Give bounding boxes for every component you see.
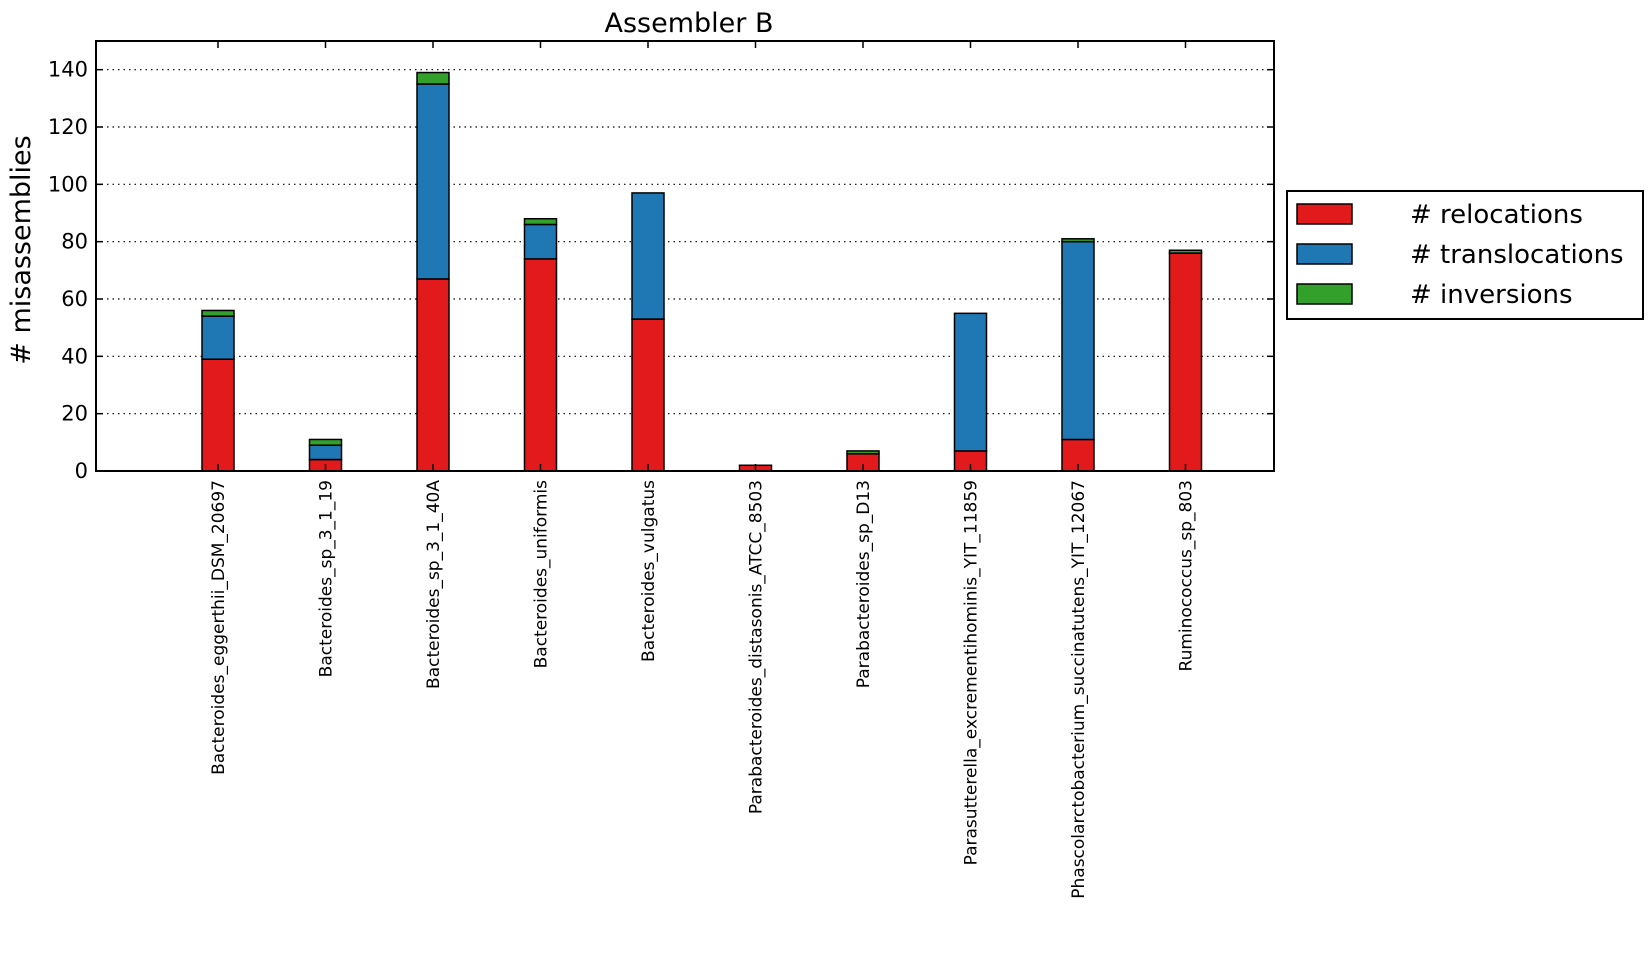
bar-segment	[523, 223, 558, 260]
x-tick-label: Phascolarctobacterium_succinatutens_YIT_…	[1069, 480, 1089, 899]
legend-label: # inversions	[1410, 280, 1573, 310]
bar-segment	[523, 217, 558, 226]
bar-segment	[308, 438, 343, 446]
bar-segment	[1061, 238, 1095, 243]
y-tick-label: 120	[48, 115, 88, 139]
bar-segment	[308, 444, 343, 461]
legend: # relocations # translocations # inversion…	[1286, 190, 1644, 320]
legend-swatch	[1296, 243, 1353, 265]
bars-group	[201, 71, 1203, 472]
legend-swatch	[1296, 283, 1353, 305]
legend-label: # translocations	[1410, 240, 1624, 270]
y-axis-ticks: 0 20 40 60 80 100 120 140	[48, 58, 1274, 483]
bar-segment	[1168, 252, 1203, 472]
bar-segment	[631, 192, 665, 320]
x-tick-label: Bacteroides_uniformis	[532, 480, 552, 669]
y-tick-label: 100	[48, 172, 88, 196]
bar-segment	[1061, 240, 1095, 441]
y-tick-label: 40	[61, 344, 88, 368]
bar-segment	[416, 83, 450, 280]
y-tick-label: 140	[48, 58, 88, 82]
x-tick-label: Bacteroides_sp_3_1_19	[317, 480, 337, 677]
bar-segment	[201, 315, 235, 360]
y-tick-label: 0	[75, 459, 88, 483]
bar-segment	[523, 258, 558, 472]
x-tick-label: Parabacteroides_sp_D13	[854, 480, 874, 688]
bar-segment	[1168, 249, 1203, 254]
legend-swatch	[1296, 203, 1353, 225]
x-axis-ticks: Bacteroides_eggerthii_DSM_20697 Bacteroid…	[209, 41, 1197, 899]
plot-frame	[95, 40, 1275, 472]
grid-lines	[96, 69, 1274, 415]
x-tick-label: Parasutterella_excrementihominis_YIT_118…	[962, 480, 982, 865]
bar-segment	[953, 312, 988, 452]
bar-segment	[416, 278, 450, 472]
y-tick-label: 80	[61, 230, 88, 254]
x-tick-label: Bacteroides_vulgatus	[639, 480, 659, 662]
x-tick-label: Bacteroides_sp_3_1_40A	[424, 480, 444, 689]
bar-segment	[846, 450, 880, 455]
chart-title: Assembler B	[605, 8, 774, 39]
bar-segment	[201, 358, 235, 472]
x-tick-label: Parabacteroides_distasonis_ATCC_8503	[747, 480, 767, 814]
bar-segment	[416, 71, 450, 85]
x-tick-label: Bacteroides_eggerthii_DSM_20697	[209, 480, 229, 775]
y-tick-label: 60	[61, 287, 88, 311]
y-axis-label: # misassemblies	[6, 135, 37, 365]
bar-segment	[201, 309, 235, 317]
bar-segment	[631, 318, 665, 472]
y-tick-label: 20	[61, 402, 88, 426]
legend-label: # relocations	[1410, 200, 1583, 230]
x-tick-label: Ruminococcus_sp_803	[1177, 480, 1197, 671]
